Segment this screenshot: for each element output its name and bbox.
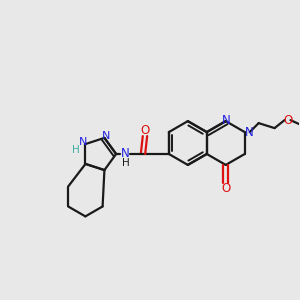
Text: O: O — [221, 182, 230, 195]
Text: H: H — [72, 145, 80, 155]
Text: H: H — [122, 158, 130, 168]
Text: O: O — [283, 114, 292, 127]
Text: N: N — [121, 148, 129, 160]
Text: N: N — [102, 131, 111, 141]
Text: N: N — [79, 137, 88, 147]
Text: N: N — [245, 126, 254, 139]
Text: N: N — [221, 114, 230, 127]
Text: O: O — [140, 124, 150, 136]
